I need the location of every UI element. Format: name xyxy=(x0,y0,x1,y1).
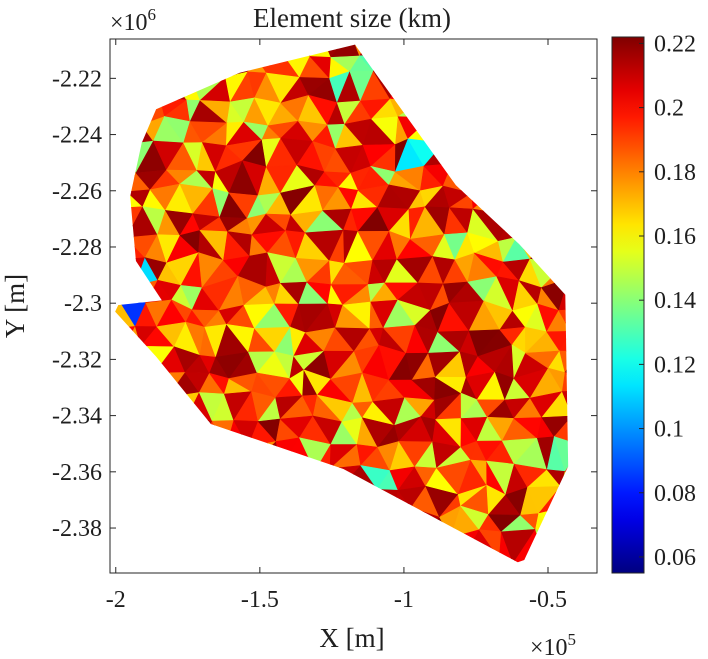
svg-text:×106: ×106 xyxy=(110,5,156,36)
y-tick-label: -2.36 xyxy=(52,460,102,486)
colorbar-tick-label: 0.2 xyxy=(654,96,684,122)
y-tick-label: -2.34 xyxy=(52,404,102,430)
y-axis: -2.22 -2.24 -2.26 -2.28 -2.3 -2.32 -2.34 -2.36 -… xyxy=(52,66,597,542)
y-exponent-base: ×10 xyxy=(110,10,148,36)
x-exponent-label: ×105 xyxy=(530,630,576,659)
y-tick-label: -2.28 xyxy=(52,235,102,261)
x-tick-label: -1.5 xyxy=(241,587,279,613)
mesh-element xyxy=(553,415,569,446)
y-tick-label: -2.38 xyxy=(52,516,102,542)
colorbar-tick-label: 0.18 xyxy=(654,160,696,186)
y-exponent-power: 6 xyxy=(148,5,157,24)
y-tick-label: -2.32 xyxy=(52,347,102,373)
x-tick-label: -0.5 xyxy=(529,587,567,613)
y-exponent-label: ×106 xyxy=(110,5,156,36)
y-axis-label: Y [m] xyxy=(0,274,30,338)
x-axis-label: X [m] xyxy=(319,623,384,653)
colorbar-tick-label: 0.12 xyxy=(654,352,696,378)
mesh-element xyxy=(349,44,379,57)
colorbar-tick-label: 0.06 xyxy=(654,545,696,571)
y-tick-label: -2.3 xyxy=(64,291,102,317)
colorbar: 0.22 0.2 0.18 0.16 0.14 0.12 0.1 0.08 0.06 xyxy=(611,31,696,574)
x-tick-label: -1 xyxy=(394,587,414,613)
colorbar-tick-label: 0.16 xyxy=(654,224,696,250)
colorbar-tick-label: 0.14 xyxy=(654,288,696,314)
y-tick-label: -2.26 xyxy=(52,179,102,205)
colorbar-tick-label: 0.1 xyxy=(654,417,684,443)
mesh-element xyxy=(561,372,569,392)
chart-title: Element size (km) xyxy=(253,3,451,33)
x-exponent-base: ×10 xyxy=(530,635,568,659)
plot-frame xyxy=(109,38,598,574)
mesh-element xyxy=(559,330,569,352)
colorbar-frame xyxy=(611,36,645,574)
x-tick-label: -2 xyxy=(106,587,126,613)
colorbar-ticks: 0.22 0.2 0.18 0.16 0.14 0.12 0.1 0.08 0.06 xyxy=(639,31,696,571)
y-tick-label: -2.24 xyxy=(52,123,102,149)
mesh-element xyxy=(559,350,569,374)
mesh-element xyxy=(553,436,569,473)
x-exponent-power: 5 xyxy=(568,630,577,649)
svg-text:×105: ×105 xyxy=(530,630,576,659)
x-axis: -2 -1.5 -1 -0.5 xyxy=(106,39,567,613)
y-tick-label: -2.22 xyxy=(52,66,102,92)
colorbar-tick-label: 0.08 xyxy=(654,481,696,507)
colorbar-gradient xyxy=(612,37,644,573)
colorbar-tick-label: 0.22 xyxy=(654,31,696,57)
